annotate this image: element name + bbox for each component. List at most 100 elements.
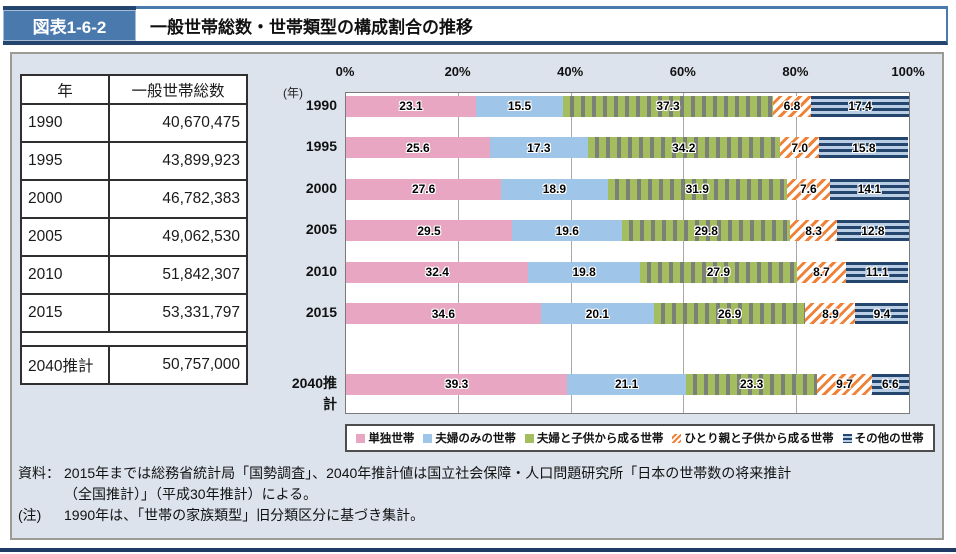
bar-segment: 26.9 (653, 303, 806, 324)
bar-segment: 6.6 (871, 373, 909, 395)
bar-value-label: 21.1 (614, 377, 639, 391)
legend-item: 夫婦と子供から成る世帯 (524, 430, 664, 446)
bar-segment: 14.1 (829, 178, 909, 200)
x-axis-tick-label: 20% (444, 64, 471, 79)
bar-value-label: 8.3 (805, 223, 822, 238)
bar-value-label: 34.6 (431, 306, 456, 321)
legend-item: 夫婦のみの世帯 (423, 430, 516, 446)
year-axis-unit-label: (年) (283, 86, 303, 100)
table-row: 2000 46,782,383 (20, 179, 248, 219)
x-axis-tick-label: 100% (891, 64, 925, 79)
bar-value-label: 12.8 (861, 223, 885, 238)
bar-value-label: 34.2 (672, 140, 696, 155)
table-row: 2010 51,842,307 (20, 255, 248, 295)
bar-value-label: 9.4 (873, 306, 891, 321)
gridline (570, 93, 572, 413)
bar-value-label: 17.3 (527, 140, 551, 155)
bar-segment: 25.6 (346, 137, 491, 158)
bar-value-label: 7.6 (799, 182, 817, 196)
bar-row: 34.6 20.1 26.9 8.9 9.4 (346, 303, 909, 324)
bar-segment: 18.9 (501, 178, 608, 200)
bar-row-label: 2005 (305, 221, 337, 237)
source-text-line1: 2015年までは総務省統計局「国勢調査」、2040年推計値は国立社会保障・人口問… (64, 465, 792, 481)
note-label: (注) (18, 507, 42, 523)
bar-value-label: 8.7 (813, 265, 830, 279)
bar-value-label: 7.0 (791, 140, 809, 155)
bar-row: 23.1 15.5 37.3 6.8 17.4 (346, 95, 909, 117)
bar-value-label: 14.1 (857, 182, 882, 196)
bar-value-label: 6.8 (783, 99, 801, 113)
bottom-rule (0, 548, 956, 552)
remark-note-line: (注) 1990年は、「世帯の家族類型」旧分類区分に基づき集計。 (18, 505, 938, 526)
bar-row-label: 1990 (305, 96, 337, 113)
bar-row-label: 2015 (305, 304, 337, 320)
bar-value-label: 19.8 (572, 265, 596, 279)
bar-segment: 20.1 (540, 303, 654, 324)
bar-segment: 21.1 (567, 373, 687, 395)
total-cell: 51,842,307 (108, 255, 248, 295)
year-cell: 2000 (20, 179, 110, 219)
table-projection-row: 2040推計 50,757,000 (20, 345, 248, 385)
year-cell: 2005 (20, 217, 110, 257)
bar-segment: 32.4 (346, 261, 529, 283)
bar-value-label: 11.1 (865, 265, 889, 279)
bar-segment: 7.0 (780, 137, 820, 158)
stacked-bar-chart: (年) 0% 20% 40% 60% 80% 100% 1990 1995 2000 2005 2… (283, 62, 943, 462)
figure-titlebar: 図表1-6-2 一般世帯総数・世帯類型の構成割合の推移 (3, 6, 948, 45)
plot-area: 23.1 15.5 37.3 6.8 17.4 25.6 17.3 34.2 7.0 15.8 27… (345, 92, 910, 414)
bar-row-label: 1995 (305, 138, 337, 154)
bar-value-label: 29.5 (417, 223, 441, 238)
chart-legend: 単独世帯 夫婦のみの世帯 夫婦と子供から成る世帯 ひとり親と子供から成る世帯 その他の世… (345, 424, 935, 452)
source-note-line2: （全国推計）」（平成30年推計）による。 (64, 486, 318, 502)
table-row: 2015 53,331,797 (20, 293, 248, 333)
bar-value-label: 27.6 (411, 182, 436, 196)
bar-value-label: 15.8 (852, 140, 876, 155)
year-cell: 2015 (20, 293, 110, 333)
bar-row: 39.3 21.1 23.3 9.7 6.6 (346, 373, 909, 395)
table-row: 1995 43,899,923 (20, 141, 248, 181)
bar-value-label: 18.9 (542, 182, 567, 196)
households-table-header: 年一般世帯総数 (20, 74, 248, 105)
bar-segment: 8.3 (790, 220, 837, 241)
legend-item: その他の世帯 (842, 430, 924, 446)
bar-segment: 17.4 (811, 95, 909, 117)
bar-value-label: 39.3 (444, 377, 469, 391)
bar-segment: 11.1 (845, 261, 909, 283)
figure-number-label: 図表1-6-2 (3, 6, 136, 45)
bar-segment: 34.6 (346, 303, 541, 324)
bar-segment: 7.6 (786, 178, 830, 200)
total-cell: 40,670,475 (108, 103, 248, 143)
gridline (795, 93, 797, 413)
bar-row-label: 2010 (305, 262, 337, 279)
legend-label: 単独世帯 (368, 433, 415, 445)
figure-panel: 年一般世帯総数 1990 40,670,475 1995 43,899,923 2000… (10, 52, 944, 540)
bar-segment: 23.3 (686, 373, 818, 395)
bar-value-label: 6.6 (882, 377, 899, 391)
bar-segment: 17.3 (490, 137, 588, 158)
total-cell: 49,062,530 (108, 217, 248, 257)
total-cell: 46,782,383 (108, 179, 248, 219)
legend-swatch (672, 433, 682, 443)
bar-row-label: 2000 (305, 179, 337, 196)
bar-value-label: 20.1 (585, 306, 610, 321)
note-text: 1990年は、「世帯の家族類型」旧分類区分に基づき集計。 (64, 507, 425, 523)
spacer-cell (20, 331, 248, 347)
bar-row: 27.6 18.9 31.9 7.6 14.1 (346, 178, 909, 200)
bar-value-label: 23.3 (739, 377, 764, 391)
bar-value-label: 17.4 (848, 99, 872, 113)
bar-segment: 39.3 (346, 373, 568, 395)
year-cell: 1990 (20, 103, 110, 143)
legend-item: 単独世帯 (356, 430, 414, 446)
bar-segment: 27.9 (639, 261, 797, 283)
table-header-row: 年一般世帯総数 (20, 74, 248, 105)
bar-segment: 29.8 (622, 220, 791, 241)
legend-label: 夫婦と子供から成る世帯 (536, 433, 664, 445)
legend-label: ひとり親と子供から成る世帯 (684, 433, 834, 445)
table-header-year: 年 (20, 74, 110, 105)
total-cell: 53,331,797 (108, 293, 248, 333)
year-cell: 1995 (20, 141, 110, 181)
bar-row-label: 2040推計 (291, 374, 337, 412)
bar-segment: 27.6 (346, 178, 502, 200)
table-header-total: 一般世帯総数 (108, 74, 248, 105)
x-axis-tick-label: 80% (782, 64, 809, 79)
